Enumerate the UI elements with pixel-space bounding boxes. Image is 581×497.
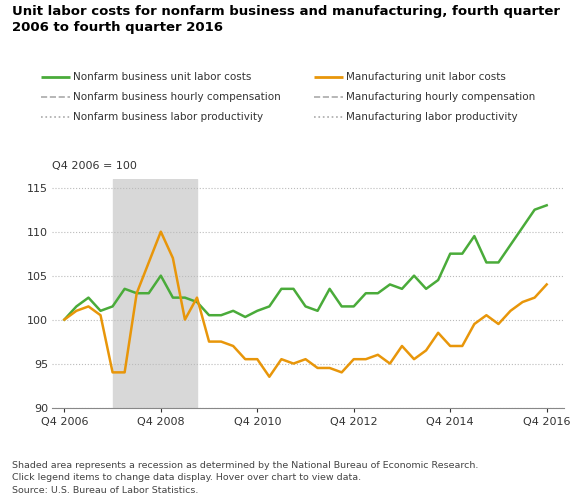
Text: Nonfarm business labor productivity: Nonfarm business labor productivity [73,112,263,122]
Bar [113,179,197,408]
Text: Shaded area represents a recession as determined by the National Bureau of Econo: Shaded area represents a recession as de… [12,461,478,495]
Text: Nonfarm business hourly compensation: Nonfarm business hourly compensation [73,92,281,102]
Text: Manufacturing labor productivity: Manufacturing labor productivity [346,112,517,122]
Text: Nonfarm business unit labor costs: Nonfarm business unit labor costs [73,72,251,82]
Text: Q4 2006 = 100: Q4 2006 = 100 [52,162,137,171]
Text: Manufacturing unit labor costs: Manufacturing unit labor costs [346,72,505,82]
Text: Manufacturing hourly compensation: Manufacturing hourly compensation [346,92,535,102]
Text: Unit labor costs for nonfarm business and manufacturing, fourth quarter
2006 to : Unit labor costs for nonfarm business an… [12,5,560,34]
